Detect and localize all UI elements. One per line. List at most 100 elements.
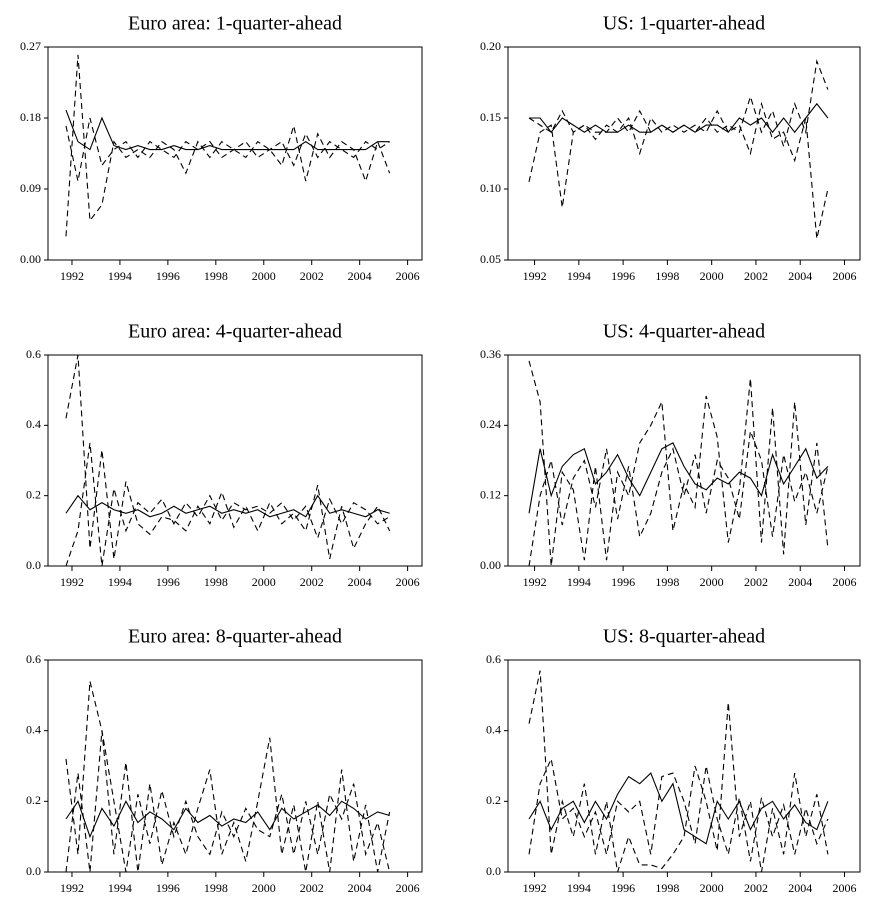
y-tick-label: 0.15 (480, 110, 501, 124)
y-tick-label: 0.6 (486, 652, 501, 666)
series-line (65, 730, 391, 873)
y-tick-label: 0.12 (480, 487, 501, 501)
x-tick-label: 2002 (744, 881, 768, 895)
y-tick-label: 0.24 (480, 417, 501, 431)
x-tick-label: 2006 (833, 881, 857, 895)
x-tick-label: 2000 (252, 269, 276, 283)
y-tick-label: 0.00 (20, 252, 41, 266)
x-tick-label: 1998 (655, 881, 679, 895)
x-tick-label: 1998 (204, 575, 228, 589)
series-line (65, 117, 390, 182)
x-tick-label: 1992 (523, 269, 547, 283)
plot-frame (507, 354, 861, 567)
y-tick-label: 0.20 (480, 39, 501, 53)
x-tick-label: 2000 (700, 269, 724, 283)
x-tick-label: 1996 (156, 881, 180, 895)
x-tick-label: 1992 (60, 269, 84, 283)
plot-frame (47, 46, 423, 261)
x-tick-label: 1998 (204, 269, 228, 283)
x-tick-label: 2006 (833, 269, 857, 283)
x-tick-label: 1996 (156, 575, 180, 589)
panel: Euro area: 4-quarter-ahead 0.0 0.2 0.4 0.6 19… (26, 321, 423, 589)
series-line (65, 442, 390, 567)
series-line (528, 430, 829, 567)
panel: Euro area: 1-quarter-ahead 0.00 0.09 0.18 0.… (20, 13, 423, 283)
y-tick-label: 0.2 (26, 487, 41, 501)
plot-frame (507, 659, 861, 873)
y-tick-label: 0.2 (486, 793, 501, 807)
x-tick-label: 2000 (252, 881, 276, 895)
x-tick-label: 1994 (108, 881, 132, 895)
panel: US: 4-quarter-ahead 0.00 0.12 0.24 0.36 1992 1… (480, 321, 861, 589)
x-tick-label: 2004 (788, 269, 812, 283)
panel: US: 1-quarter-ahead 0.05 0.10 0.15 0.20 1992 1… (480, 13, 861, 283)
x-tick-label: 2004 (788, 881, 812, 895)
x-tick-label: 1994 (108, 269, 132, 283)
x-tick-label: 2004 (348, 269, 372, 283)
series-line (528, 757, 829, 862)
x-tick-label: 1996 (611, 269, 635, 283)
x-tick-label: 2004 (348, 575, 372, 589)
x-tick-label: 2002 (300, 881, 324, 895)
x-tick-label: 1994 (567, 575, 591, 589)
x-tick-label: 1994 (567, 269, 591, 283)
y-tick-label: 0.18 (20, 110, 41, 124)
x-tick-label: 1996 (156, 269, 180, 283)
y-tick-label: 0.0 (486, 864, 501, 878)
x-tick-label: 2004 (788, 575, 812, 589)
y-tick-label: 0.09 (20, 181, 41, 195)
x-tick-label: 1994 (108, 575, 132, 589)
series-line (65, 800, 390, 839)
panel: Euro area: 8-quarter-ahead 0.0 0.2 0.4 0.6 19… (26, 626, 423, 895)
x-tick-label: 2002 (300, 269, 324, 283)
x-tick-label: 2006 (396, 269, 420, 283)
x-tick-label: 2006 (396, 575, 420, 589)
x-tick-label: 1992 (523, 575, 547, 589)
series-line (528, 101, 829, 239)
panel-title: Euro area: 8-quarter-ahead (128, 626, 342, 648)
series-line (529, 102, 829, 134)
series-line (528, 670, 829, 873)
y-tick-label: 0.27 (20, 39, 41, 53)
plot-frame (507, 46, 861, 261)
x-tick-label: 1992 (523, 881, 547, 895)
x-tick-label: 2000 (252, 575, 276, 589)
y-tick-label: 0.4 (26, 417, 41, 431)
y-tick-label: 0.0 (26, 864, 41, 878)
x-tick-label: 2004 (348, 881, 372, 895)
x-tick-label: 2000 (700, 575, 724, 589)
x-tick-label: 1996 (611, 881, 635, 895)
y-tick-label: 0.6 (26, 347, 41, 361)
x-tick-label: 1998 (655, 575, 679, 589)
x-tick-label: 1992 (60, 881, 84, 895)
y-tick-label: 0.36 (480, 347, 501, 361)
y-tick-label: 0.00 (480, 558, 501, 572)
series-line (65, 354, 391, 560)
x-tick-label: 1996 (611, 575, 635, 589)
x-tick-label: 1994 (567, 881, 591, 895)
plot-frame (47, 354, 423, 567)
y-tick-label: 0.6 (26, 652, 41, 666)
panel-title: US: 1-quarter-ahead (603, 13, 765, 35)
series-line (528, 360, 829, 567)
x-tick-label: 2000 (700, 881, 724, 895)
x-tick-label: 1998 (655, 269, 679, 283)
series-line (528, 59, 829, 149)
series-line (65, 54, 391, 237)
y-tick-label: 0.4 (26, 722, 41, 736)
series-line (65, 494, 390, 518)
plot-frame (47, 659, 423, 873)
panel-title: Euro area: 1-quarter-ahead (128, 13, 342, 35)
y-tick-label: 0.10 (480, 181, 501, 195)
x-tick-label: 2002 (744, 269, 768, 283)
y-tick-label: 0.2 (26, 793, 41, 807)
series-line (528, 442, 829, 514)
y-tick-label: 0.4 (486, 722, 501, 736)
x-tick-label: 2006 (396, 881, 420, 895)
panel-title: US: 4-quarter-ahead (603, 321, 765, 343)
x-tick-label: 2002 (300, 575, 324, 589)
panel-title: US: 8-quarter-ahead (603, 626, 765, 648)
x-tick-label: 1992 (60, 575, 84, 589)
x-tick-label: 1998 (204, 881, 228, 895)
